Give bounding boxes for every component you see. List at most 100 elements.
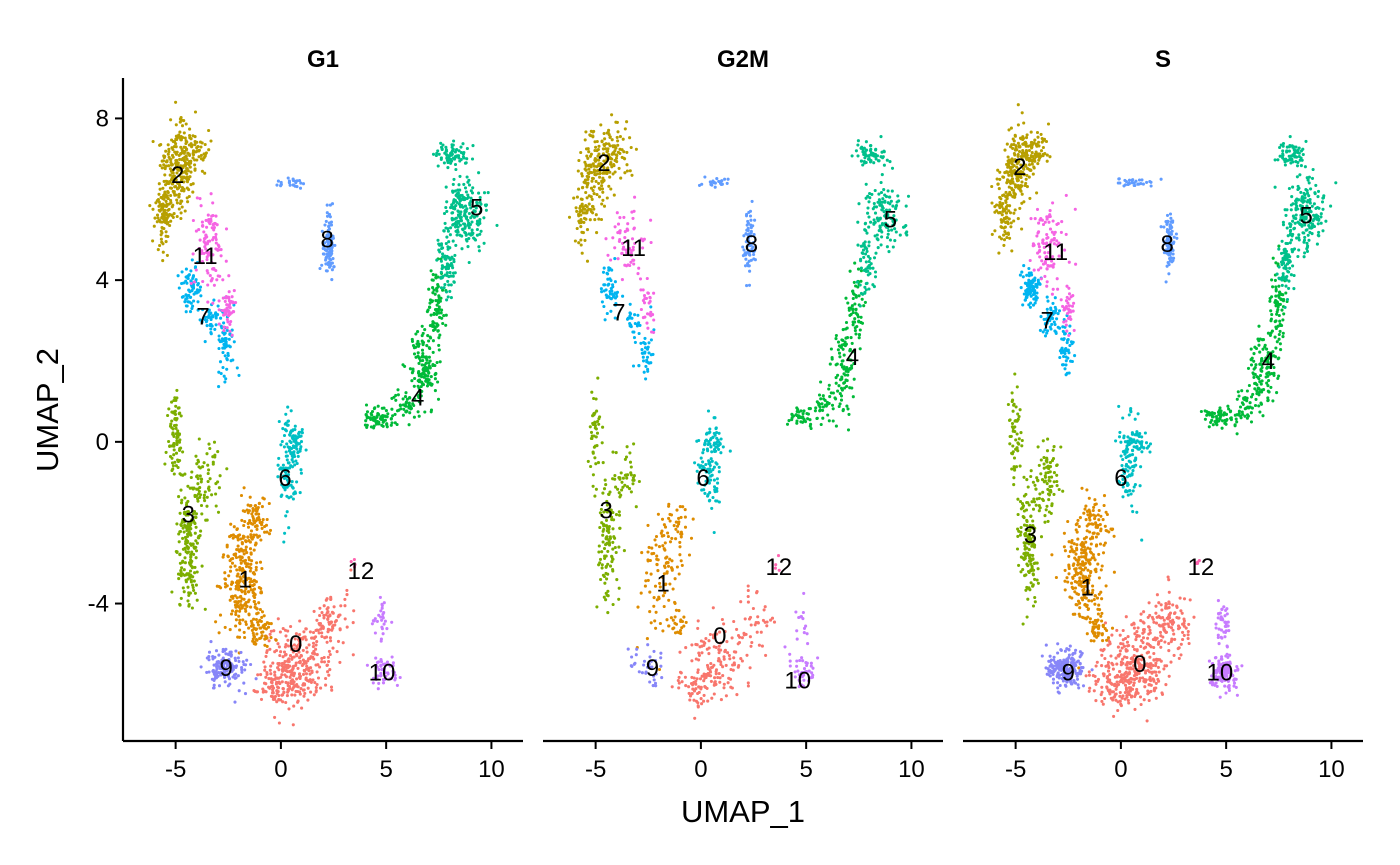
- point-cluster-6: [295, 480, 299, 484]
- point-cluster-0: [726, 651, 730, 655]
- point-cluster-6: [709, 457, 713, 461]
- point-cluster-11: [221, 296, 225, 300]
- point-cluster-1: [246, 525, 251, 529]
- point-cluster-5: [445, 298, 449, 302]
- point-cluster-5: [880, 235, 884, 239]
- point-cluster-4: [424, 356, 428, 360]
- point-cluster-3: [189, 533, 193, 537]
- point-cluster-6: [277, 419, 281, 424]
- point-cluster-11: [228, 301, 232, 305]
- point-cluster-0: [703, 685, 707, 689]
- point-cluster-5: [445, 271, 449, 275]
- point-cluster-0: [269, 629, 273, 633]
- point-cluster-8: [325, 269, 329, 273]
- point-cluster-4: [425, 310, 429, 314]
- point-cluster-2: [583, 167, 587, 171]
- point-cluster-0: [262, 660, 266, 664]
- point-cluster-0: [311, 630, 316, 635]
- point-cluster-2: [592, 168, 596, 172]
- point-cluster-6: [286, 445, 290, 449]
- point-cluster-3: [619, 471, 623, 475]
- point-cluster-4: [844, 320, 849, 325]
- point-cluster-0: [297, 650, 301, 654]
- point-cluster-1: [234, 618, 238, 622]
- point-cluster-11: [650, 330, 654, 334]
- point-cluster-0: [281, 700, 285, 704]
- point-cluster-1: [227, 574, 231, 578]
- point-cluster-0: [705, 647, 709, 651]
- point-cluster-4: [856, 267, 861, 271]
- point-cluster-4: [404, 400, 409, 404]
- point-cluster-3: [202, 461, 206, 465]
- point-cluster-4: [862, 304, 866, 308]
- point-cluster-3: [170, 590, 174, 594]
- point-cluster-2: [585, 259, 590, 263]
- point-cluster-5: [463, 186, 468, 190]
- point-cluster-10: [809, 661, 813, 665]
- point-cluster-4: [844, 336, 848, 340]
- point-cluster-1: [225, 545, 229, 549]
- point-cluster-3: [172, 448, 176, 452]
- point-cluster-0: [692, 680, 696, 684]
- point-cluster-4: [853, 329, 857, 333]
- point-cluster-0: [325, 640, 329, 644]
- point-cluster-6: [710, 506, 714, 510]
- point-cluster-11: [643, 315, 647, 319]
- point-cluster-7: [195, 291, 199, 295]
- point-cluster-5: [867, 263, 872, 267]
- point-cluster-1: [669, 566, 674, 570]
- point-cluster-1: [253, 602, 257, 606]
- point-cluster-1: [681, 505, 685, 509]
- point-cluster-0: [728, 657, 732, 661]
- point-cluster-5: [859, 159, 864, 163]
- point-cluster-1: [655, 563, 659, 567]
- point-cluster-3: [184, 550, 188, 554]
- point-cluster-2: [610, 138, 614, 142]
- point-cluster-0: [325, 663, 329, 667]
- point-cluster-4: [854, 308, 858, 312]
- point-cluster-0: [311, 678, 315, 682]
- point-cluster-2: [581, 211, 585, 215]
- point-cluster-4: [441, 321, 445, 326]
- point-cluster-1: [234, 624, 238, 628]
- point-cluster-1: [263, 643, 267, 647]
- point-cluster-2: [171, 189, 175, 193]
- point-cluster-0: [298, 619, 302, 623]
- point-cluster-2: [590, 179, 594, 183]
- point-cluster-2: [175, 214, 179, 219]
- point-cluster-2: [165, 194, 169, 198]
- point-cluster-7: [621, 294, 625, 298]
- point-cluster-10: [398, 675, 402, 680]
- point-cluster-0: [268, 668, 272, 672]
- point-cluster-5: [477, 245, 481, 249]
- point-cluster-5: [888, 160, 892, 164]
- point-cluster-0: [322, 655, 326, 660]
- point-cluster-3: [166, 413, 170, 418]
- point-cluster-1: [257, 601, 261, 605]
- point-cluster-4: [827, 419, 831, 423]
- x-tick-label: 0: [694, 756, 707, 783]
- point-cluster-4: [821, 394, 825, 398]
- point-cluster-2: [164, 240, 168, 244]
- point-cluster-7: [218, 360, 223, 364]
- point-cluster-2: [583, 160, 587, 164]
- cluster-label-0: 0: [713, 623, 726, 650]
- point-cluster-2: [622, 150, 626, 154]
- point-cluster-1: [240, 542, 244, 546]
- point-cluster-9: [224, 647, 228, 651]
- point-cluster-3: [205, 495, 209, 499]
- point-cluster-0: [269, 672, 273, 676]
- point-cluster-5: [865, 247, 869, 251]
- point-cluster-1: [244, 545, 248, 549]
- point-cluster-7: [229, 359, 233, 363]
- point-cluster-1: [665, 555, 669, 559]
- point-cluster-1: [678, 553, 682, 557]
- point-cluster-5: [448, 233, 452, 237]
- point-cluster-8: [298, 186, 303, 190]
- point-cluster-3: [601, 425, 605, 429]
- point-cluster-0: [707, 652, 711, 656]
- point-cluster-0: [700, 674, 704, 678]
- point-cluster-1: [232, 553, 236, 557]
- point-cluster-3: [594, 487, 598, 491]
- point-cluster-2: [163, 173, 167, 177]
